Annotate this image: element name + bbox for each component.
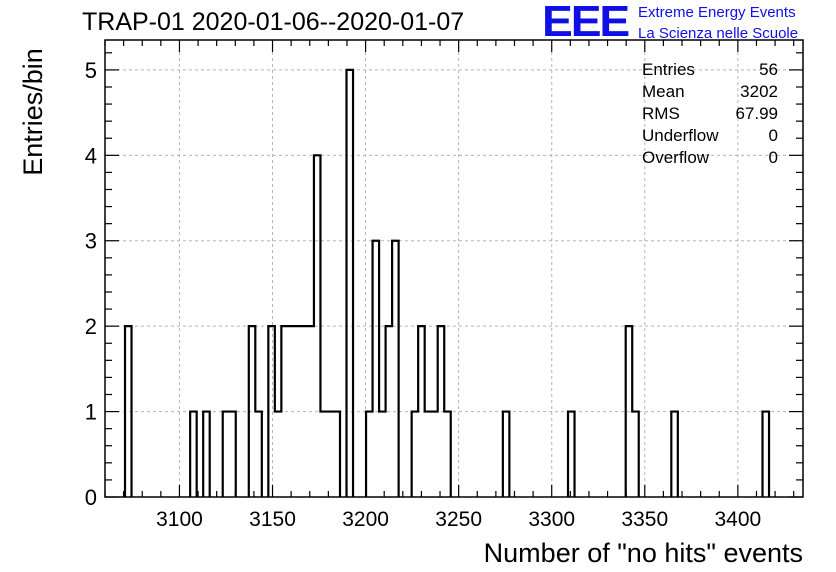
stats-value: 56 bbox=[759, 60, 778, 79]
stats-key: Overflow bbox=[642, 148, 710, 167]
x-tick-label: 3150 bbox=[249, 508, 296, 531]
eee-logo-mark: EEE bbox=[542, 0, 630, 46]
logo-line-2: La Scienza nelle Scuole bbox=[638, 25, 799, 42]
plot-frame bbox=[104, 39, 804, 498]
x-tick-label: 3350 bbox=[621, 508, 668, 531]
stats-value: 0 bbox=[768, 126, 778, 145]
x-tick-label: 3200 bbox=[342, 508, 389, 531]
y-tick-label: 5 bbox=[85, 58, 97, 83]
y-tick-label: 0 bbox=[85, 485, 97, 510]
stats-key: Underflow bbox=[642, 126, 719, 145]
stats-key: Mean bbox=[642, 82, 685, 101]
logo-line-1: Extreme Energy Events bbox=[638, 4, 796, 21]
eee-logo: EEE Extreme Energy Events La Scienza nel… bbox=[542, 0, 832, 46]
y-tick-label: 3 bbox=[85, 229, 97, 254]
stats-value: 3202 bbox=[740, 82, 778, 101]
tick-layer: 3100 3150 3200 3250 3300 3350 3400 0 1 2 3 4 5 bbox=[85, 40, 803, 531]
y-tick-label: 4 bbox=[85, 143, 97, 168]
x-tick-label: 3400 bbox=[714, 508, 761, 531]
stats-key: RMS bbox=[642, 104, 680, 123]
x-tick-label: 3100 bbox=[156, 508, 203, 531]
stats-key: Entries bbox=[642, 60, 695, 79]
stats-value: 0 bbox=[768, 148, 778, 167]
stats-value: 67.99 bbox=[735, 104, 778, 123]
x-tick-label: 3300 bbox=[528, 508, 575, 531]
chart-title: TRAP-01 2020-01-06--2020-01-07 bbox=[82, 8, 465, 36]
y-tick-label: 2 bbox=[85, 314, 97, 339]
y-tick-label: 1 bbox=[85, 400, 97, 425]
x-axis-label: Number of "no hits" events bbox=[484, 538, 803, 568]
histogram-series bbox=[123, 68, 771, 497]
x-tick-label: 3250 bbox=[435, 508, 482, 531]
y-axis-label: Entries/bin bbox=[18, 48, 48, 176]
